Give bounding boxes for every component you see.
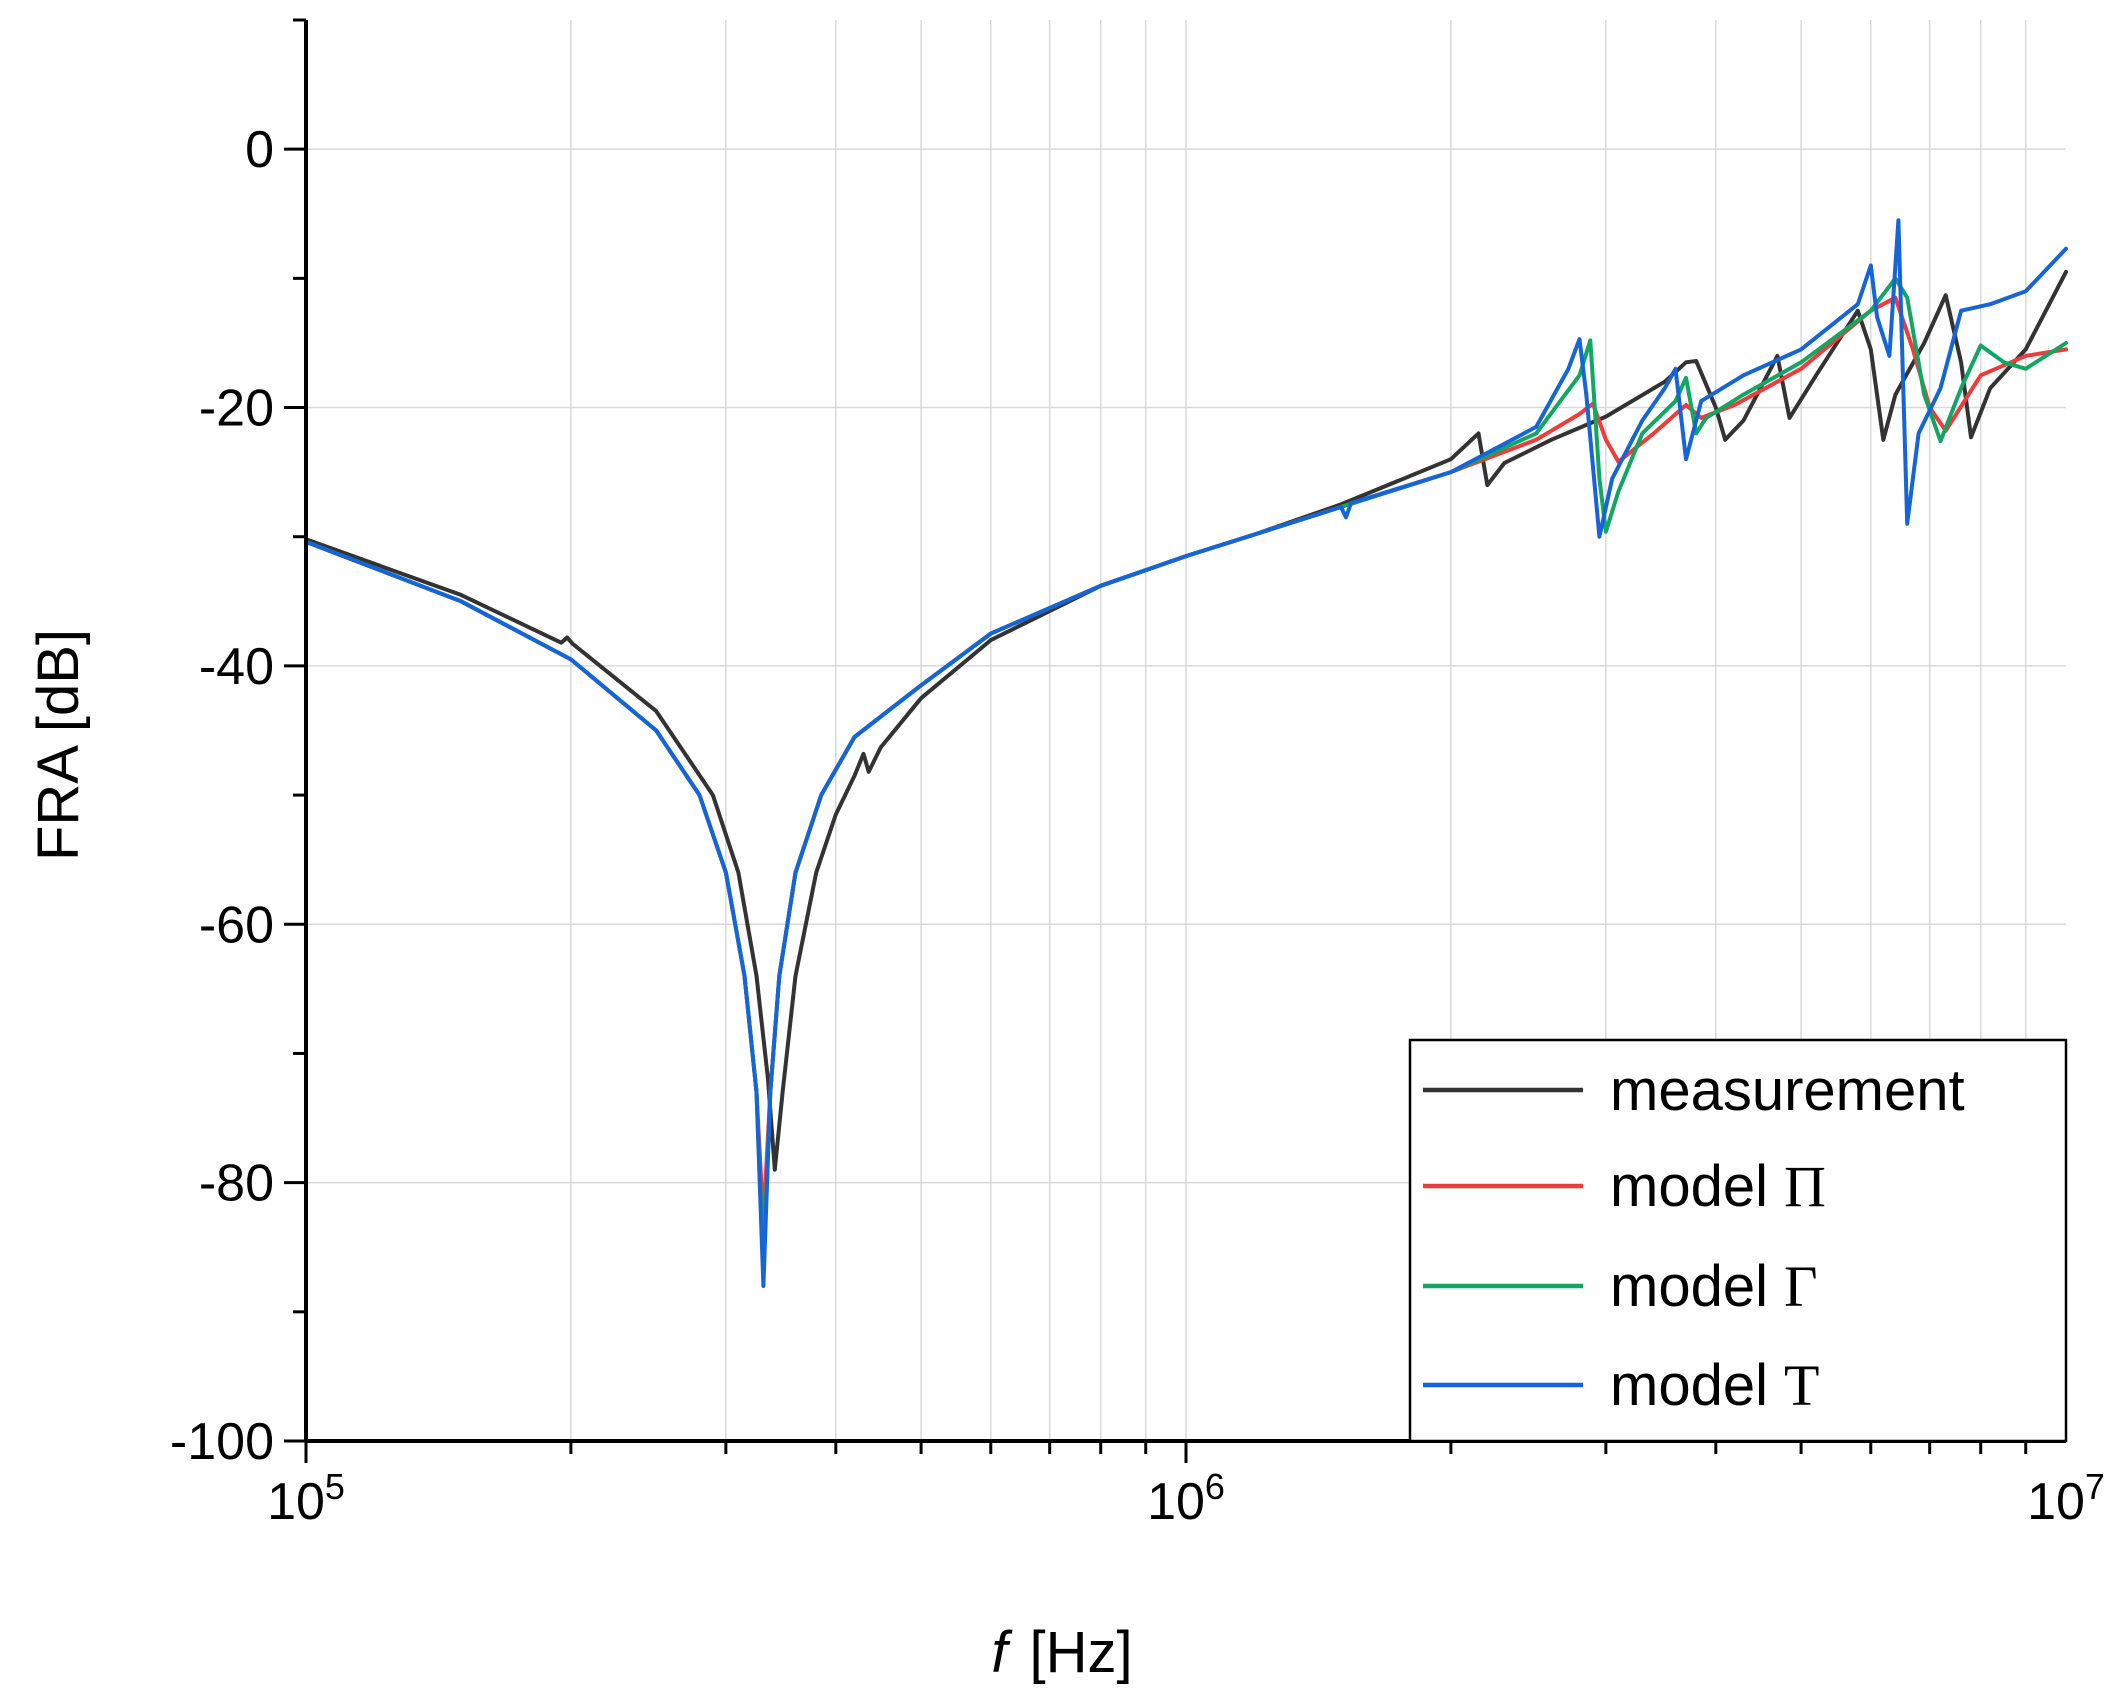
y-tick-label: -80: [199, 1155, 274, 1213]
legend-label: measurement: [1610, 1058, 1965, 1123]
y-tick-label: -40: [199, 638, 274, 696]
legend: measurement model Π model Γ model Τ: [1408, 1038, 2068, 1443]
x-axis-title: f [Hz]: [991, 1620, 1132, 1685]
x-tick-label: 105: [267, 1466, 345, 1531]
legend-label: model Π: [1610, 1154, 1826, 1219]
series-layer: [304, 218, 2068, 1288]
series-line-model-T: [304, 218, 2068, 1288]
y-tick-label: -60: [199, 896, 274, 954]
y-tick-label: -100: [170, 1413, 274, 1471]
legend-label: model Τ: [1610, 1353, 1819, 1418]
y-axis-title: FRA [dB]: [26, 629, 91, 861]
series-line-measurement: [304, 269, 2068, 1172]
legend-box: [1408, 1038, 2068, 1443]
x-tick-label: 107: [2027, 1466, 2105, 1531]
y-tick-label: 0: [245, 121, 274, 179]
x-tick-label: 106: [1147, 1466, 1225, 1531]
x-axis-variable: f: [991, 1620, 1013, 1685]
y-tick-label: -20: [199, 380, 274, 438]
x-axis-unit: [Hz]: [1030, 1620, 1133, 1685]
legend-label: model Γ: [1610, 1254, 1818, 1319]
tick-marks: [284, 18, 2028, 1463]
